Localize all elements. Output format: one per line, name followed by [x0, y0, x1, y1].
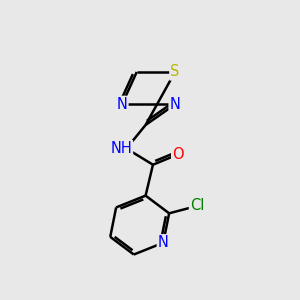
Text: N: N [158, 235, 169, 250]
Text: N: N [169, 97, 181, 112]
Text: O: O [172, 147, 184, 162]
Text: Cl: Cl [190, 198, 204, 213]
Text: NH: NH [110, 141, 132, 156]
Text: S: S [170, 64, 180, 80]
Text: N: N [117, 97, 128, 112]
